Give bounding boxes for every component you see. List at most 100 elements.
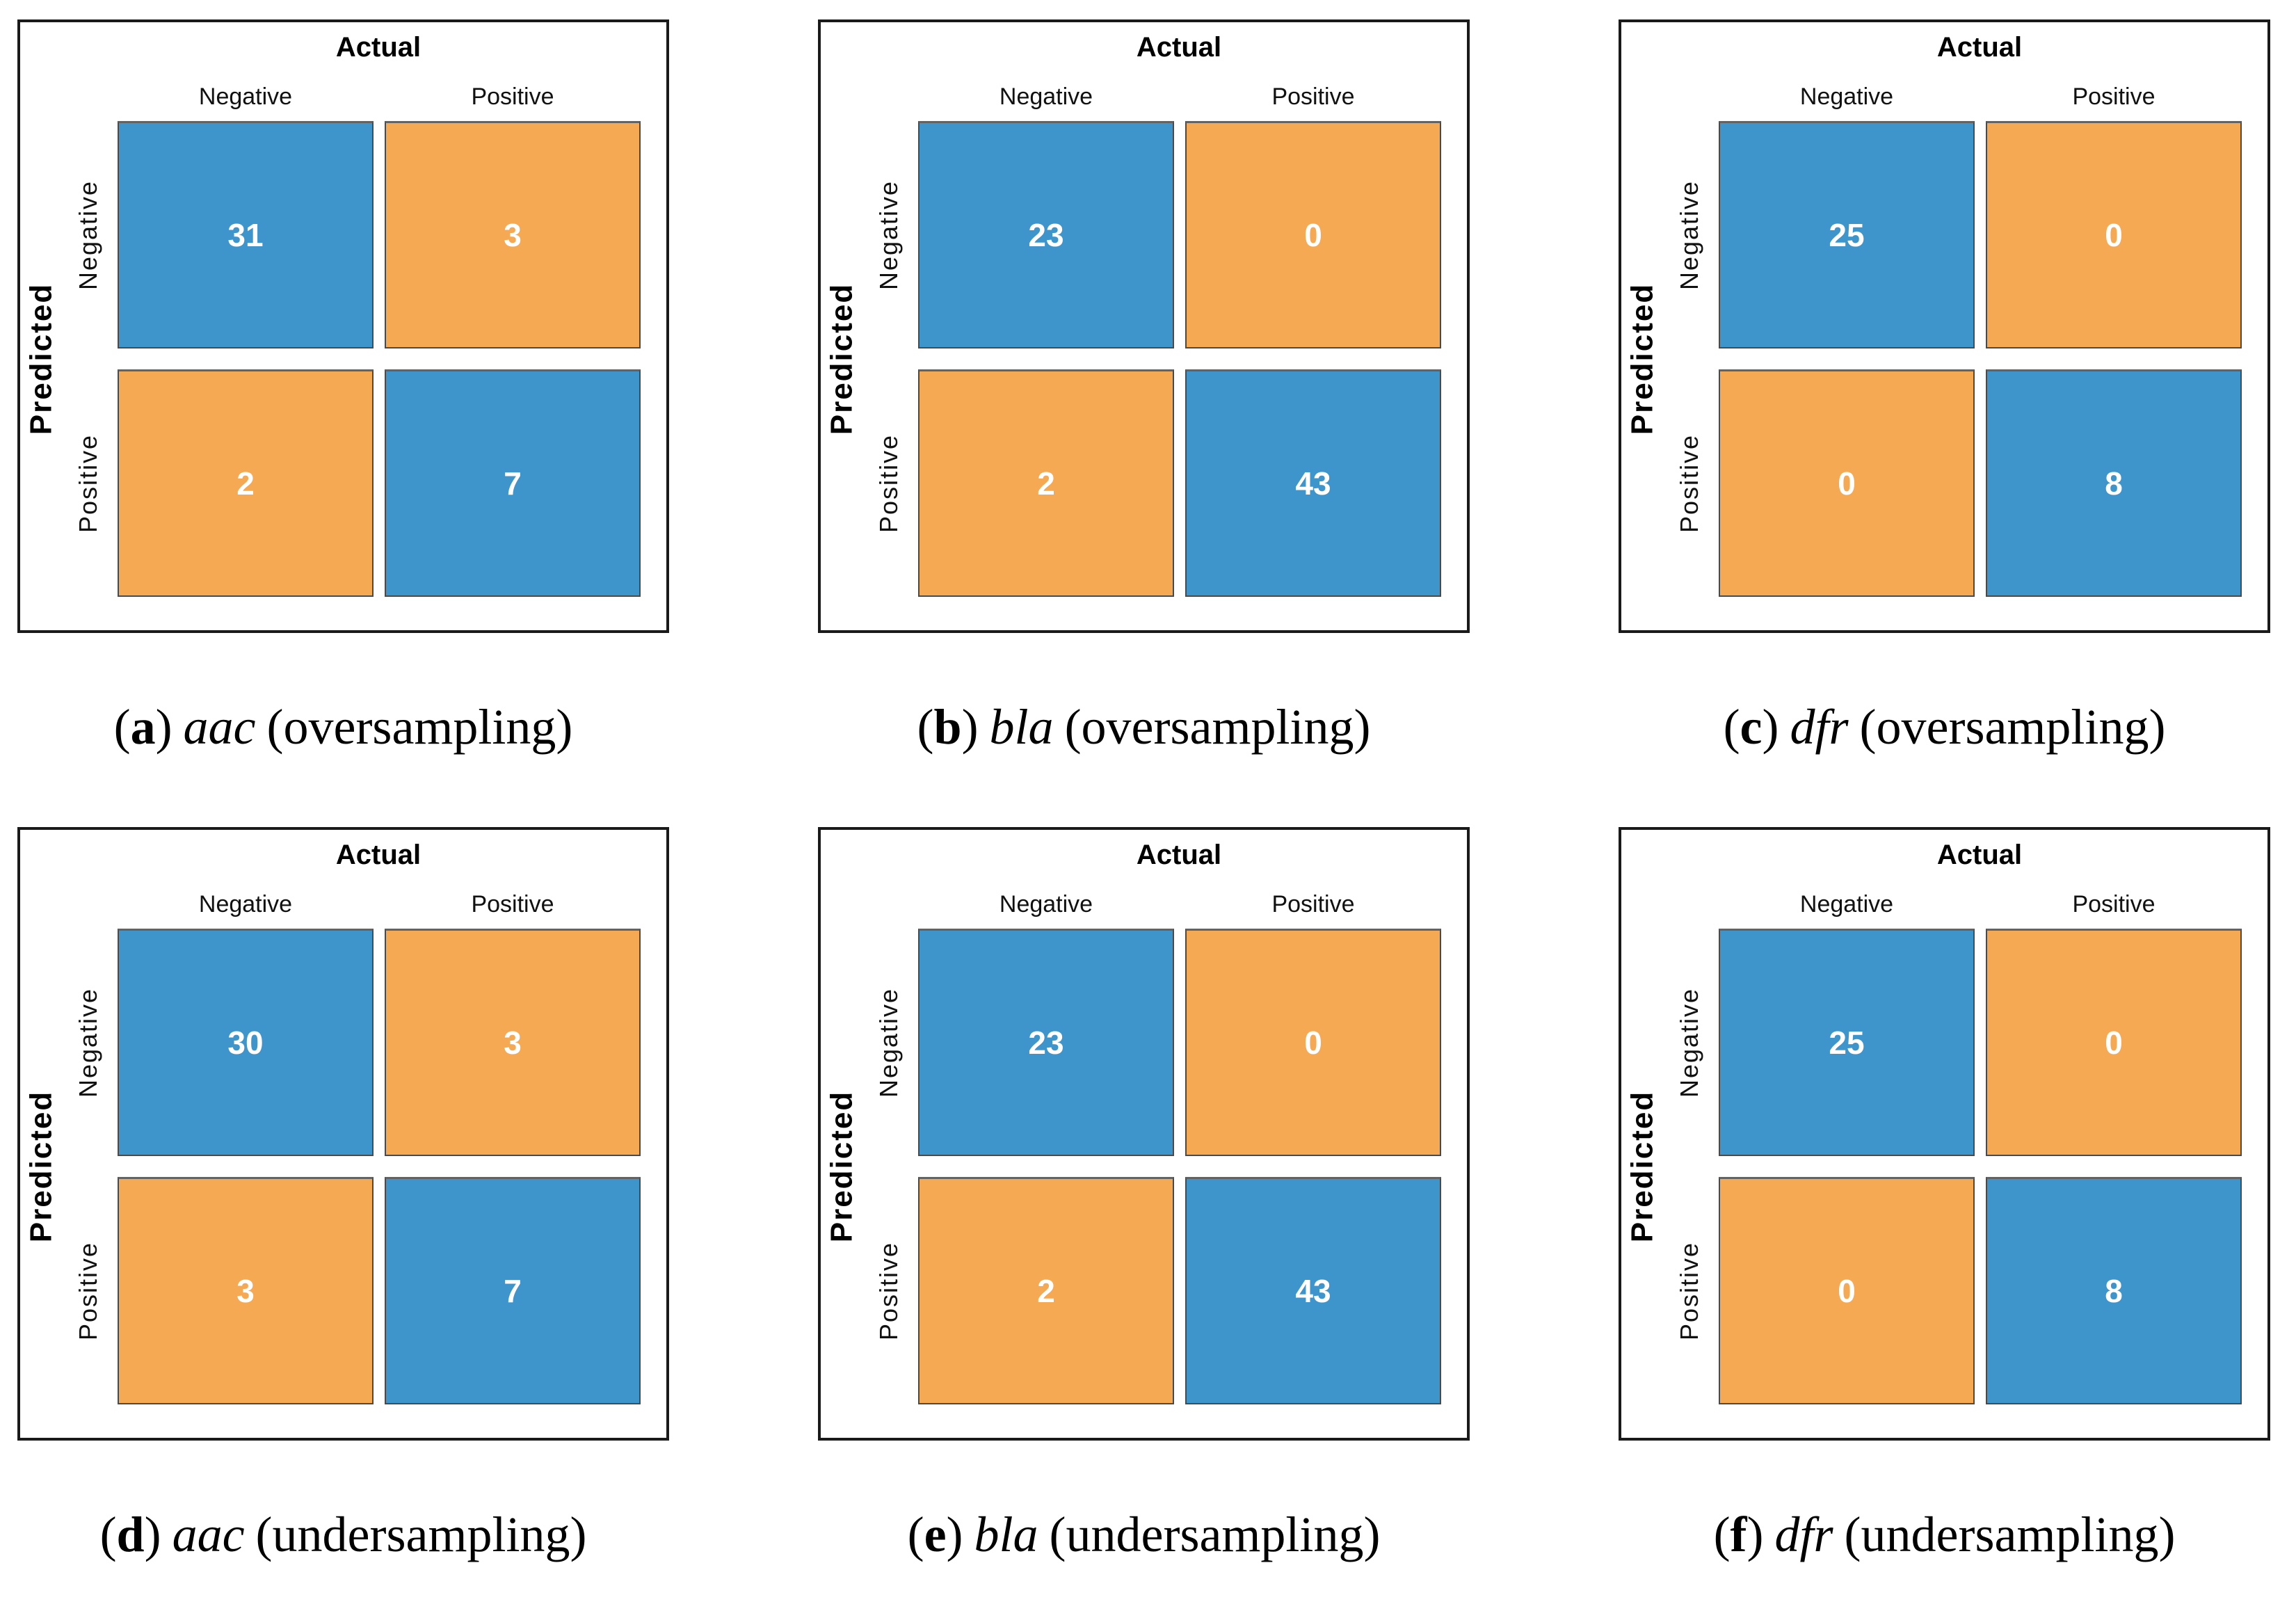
caption-method-close-paren: ) bbox=[2149, 699, 2166, 755]
row-label-negative: Negative bbox=[61, 929, 116, 1156]
cell-true-negative: 25 bbox=[1719, 121, 1975, 348]
caption-letter-group: (b) bbox=[917, 699, 979, 755]
caption-method-text: undersampling bbox=[1861, 1507, 2159, 1563]
cell-false-negative: 2 bbox=[118, 369, 374, 597]
cell-true-positive: 8 bbox=[1986, 1177, 2242, 1405]
row-label-negative-text: Negative bbox=[74, 179, 102, 290]
caption-gene: bla bbox=[989, 699, 1054, 755]
caption-close-paren: ) bbox=[961, 699, 979, 755]
predicted-axis-title: Predicted bbox=[1623, 121, 1662, 597]
cell-false-positive: 0 bbox=[1986, 929, 2242, 1157]
row-label-negative-text: Negative bbox=[874, 179, 903, 290]
caption-method-open-paren: ( bbox=[1049, 1507, 1066, 1563]
col-label-positive: Positive bbox=[2072, 83, 2155, 110]
subfigure-e: Actual Negative Positive Predicted Negat… bbox=[818, 827, 1470, 1611]
caption-letter-group: (c) bbox=[1724, 699, 1779, 755]
cell-false-positive: 3 bbox=[385, 929, 641, 1157]
col-label-negative: Negative bbox=[198, 891, 293, 918]
row-label-negative-text: Negative bbox=[1675, 987, 1703, 1098]
predicted-axis-title-text: Predicted bbox=[1625, 282, 1660, 435]
caption-letter-group: (e) bbox=[908, 1507, 963, 1562]
caption-close-paren: ) bbox=[946, 1507, 963, 1563]
cell-true-negative: 31 bbox=[118, 121, 374, 348]
cell-true-negative: 25 bbox=[1719, 929, 1975, 1157]
caption-open-paren: ( bbox=[113, 699, 131, 755]
caption-method: (undersampling) bbox=[1050, 1507, 1381, 1562]
confusion-matrix-b: Actual Negative Positive Predicted Negat… bbox=[818, 19, 1470, 633]
actual-axis-title: Actual bbox=[1136, 32, 1222, 63]
caption-method: (oversampling) bbox=[267, 699, 573, 755]
cell-true-positive: 43 bbox=[1185, 1177, 1441, 1405]
caption-letter: c bbox=[1740, 699, 1763, 755]
predicted-axis-title: Predicted bbox=[822, 929, 861, 1404]
caption-letter: e bbox=[924, 1507, 947, 1563]
cell-true-negative: 30 bbox=[118, 929, 374, 1157]
row-label-positive: Positive bbox=[61, 1177, 116, 1404]
subfigure-caption-b: (b) bla (oversampling) bbox=[818, 633, 1470, 827]
cell-false-positive: 0 bbox=[1185, 121, 1441, 348]
caption-close-paren: ) bbox=[155, 699, 172, 755]
col-label-positive: Positive bbox=[471, 891, 554, 918]
row-label-positive-text: Positive bbox=[1675, 1241, 1703, 1340]
caption-letter-group: (d) bbox=[100, 1507, 161, 1562]
row-label-negative: Negative bbox=[1662, 121, 1717, 348]
caption-method-text: oversampling bbox=[1081, 699, 1354, 755]
cell-true-positive: 7 bbox=[385, 369, 641, 597]
cell-false-negative: 3 bbox=[118, 1177, 374, 1405]
caption-close-paren: ) bbox=[1762, 699, 1779, 755]
row-label-negative: Negative bbox=[61, 121, 116, 348]
caption-open-paren: ( bbox=[907, 1507, 924, 1563]
col-label-positive: Positive bbox=[1271, 83, 1355, 110]
caption-gene: dfr bbox=[1790, 699, 1849, 755]
subfigure-caption-f: (f) dfr (undersampling) bbox=[1619, 1441, 2270, 1611]
subfigure-caption-d: (d) aac (undersampling) bbox=[17, 1441, 669, 1611]
caption-method-open-paren: ( bbox=[1064, 699, 1082, 755]
actual-axis-title: Actual bbox=[1936, 32, 2023, 63]
row-label-negative: Negative bbox=[1662, 929, 1717, 1156]
predicted-axis-title-text: Predicted bbox=[824, 282, 859, 435]
predicted-axis-title-text: Predicted bbox=[24, 282, 58, 435]
caption-gene: aac bbox=[183, 699, 256, 755]
cell-true-positive: 7 bbox=[385, 1177, 641, 1405]
caption-letter: b bbox=[933, 699, 962, 755]
caption-method-text: undersampling bbox=[1066, 1507, 1364, 1563]
cell-true-positive: 8 bbox=[1986, 369, 2242, 597]
caption-method: (undersampling) bbox=[256, 1507, 587, 1562]
caption-letter: d bbox=[116, 1507, 145, 1563]
caption-gene: bla bbox=[974, 1507, 1038, 1563]
predicted-axis-title-text: Predicted bbox=[24, 1090, 58, 1243]
row-label-positive: Positive bbox=[861, 1177, 917, 1404]
caption-method-open-paren: ( bbox=[1844, 1507, 1861, 1563]
row-label-positive: Positive bbox=[861, 369, 917, 597]
caption-method-open-paren: ( bbox=[266, 699, 284, 755]
cell-true-negative: 23 bbox=[918, 121, 1174, 348]
caption-method-text: oversampling bbox=[1876, 699, 2149, 755]
predicted-axis-title: Predicted bbox=[822, 121, 861, 597]
row-label-negative: Negative bbox=[861, 929, 917, 1156]
caption-gene: aac bbox=[172, 1507, 245, 1563]
caption-method-close-paren: ) bbox=[570, 1507, 587, 1563]
caption-gene: dfr bbox=[1774, 1507, 1833, 1563]
cell-false-negative: 2 bbox=[918, 1177, 1174, 1405]
subfigure-b: Actual Negative Positive Predicted Negat… bbox=[818, 19, 1470, 827]
row-label-negative-text: Negative bbox=[1675, 179, 1703, 290]
caption-method-text: oversampling bbox=[283, 699, 556, 755]
cell-false-negative: 0 bbox=[1719, 369, 1975, 597]
caption-method-text: undersampling bbox=[272, 1507, 570, 1563]
predicted-axis-title: Predicted bbox=[22, 929, 61, 1404]
col-label-negative: Negative bbox=[999, 83, 1093, 110]
caption-letter: f bbox=[1730, 1507, 1747, 1563]
actual-axis-title: Actual bbox=[1136, 840, 1222, 871]
cell-true-positive: 43 bbox=[1185, 369, 1441, 597]
row-label-positive: Positive bbox=[1662, 1177, 1717, 1404]
row-label-positive-text: Positive bbox=[1675, 433, 1703, 533]
subfigure-caption-e: (e) bla (undersampling) bbox=[818, 1441, 1470, 1611]
caption-open-paren: ( bbox=[99, 1507, 117, 1563]
row-label-negative: Negative bbox=[861, 121, 917, 348]
caption-method-open-paren: ( bbox=[1859, 699, 1877, 755]
subfigure-caption-c: (c) dfr (oversampling) bbox=[1619, 633, 2270, 827]
predicted-axis-title: Predicted bbox=[1623, 929, 1662, 1404]
subfigure-c: Actual Negative Positive Predicted Negat… bbox=[1619, 19, 2270, 827]
caption-letter-group: (f) bbox=[1714, 1507, 1764, 1562]
confusion-matrix-f: Actual Negative Positive Predicted Negat… bbox=[1619, 827, 2270, 1441]
